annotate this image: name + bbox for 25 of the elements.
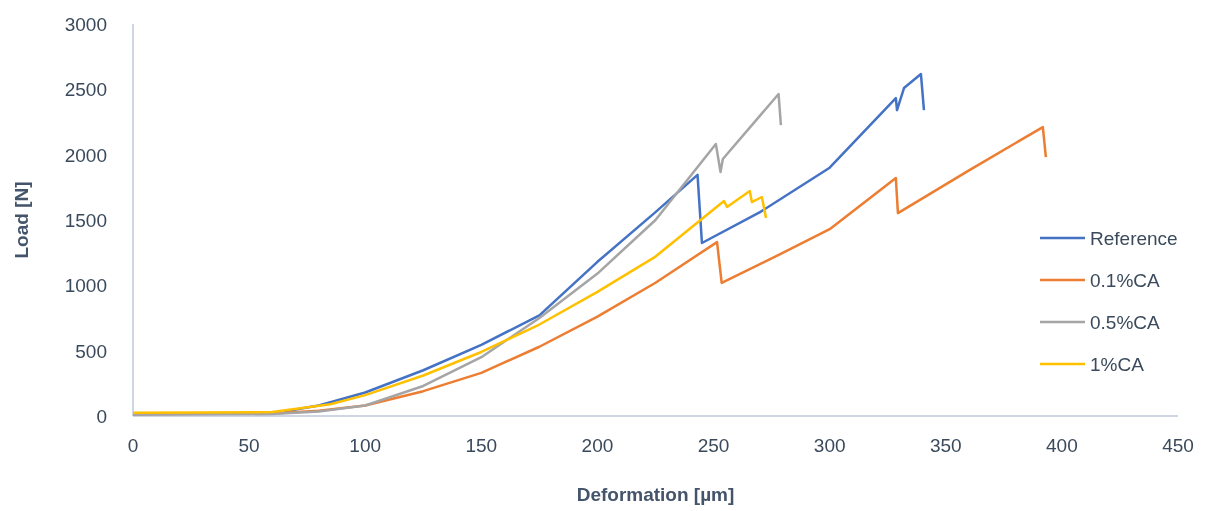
x-tick-label: 0 (127, 435, 139, 456)
x-tick-label: 200 (581, 435, 614, 456)
x-tick-label: 100 (349, 435, 382, 456)
y-tick-label: 1000 (64, 275, 107, 297)
y-tick-label: 1500 (64, 210, 107, 231)
legend-label: 0.1%CA (1090, 270, 1161, 291)
line-series (131, 189, 768, 414)
x-tick-label: 300 (813, 435, 846, 456)
legend-label: 0.5%CA (1090, 312, 1161, 333)
legend-label: Reference (1090, 228, 1178, 249)
y-tick-label: 2000 (64, 144, 107, 166)
y-axis-title: Load [N] (11, 181, 32, 259)
x-tick-label: 150 (465, 435, 498, 456)
x-tick-label: 350 (929, 435, 962, 456)
x-axis-title: Deformation [µm] (576, 484, 735, 505)
legend-label: 1%CA (1090, 354, 1145, 375)
x-tick-label: 400 (1046, 435, 1078, 456)
x-tick-label: 450 (1162, 435, 1194, 456)
y-tick-label: 2500 (64, 79, 107, 101)
x-tick-label: 250 (697, 435, 730, 456)
y-tick-label: 0 (96, 406, 107, 427)
y-tick-label: 3000 (64, 14, 107, 35)
x-tick-label: 50 (238, 435, 260, 456)
y-tick-label: 500 (75, 340, 107, 362)
line-series (131, 92, 783, 416)
